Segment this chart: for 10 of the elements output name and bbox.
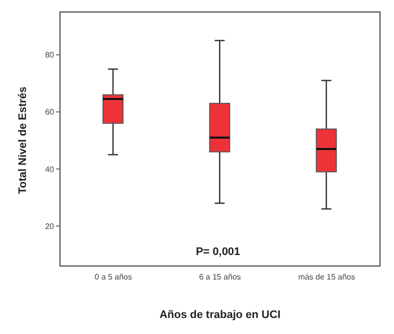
x-tick-label: 6 a 15 años <box>199 272 241 282</box>
x-tick-label: 0 a 5 años <box>94 272 132 282</box>
y-axis-title: Total Nivel de Estrés <box>16 86 29 194</box>
y-tick-label: 80 <box>45 50 55 60</box>
x-tick-label: más de 15 años <box>298 272 356 282</box>
y-tick-label: 60 <box>45 108 55 117</box>
x-axis-title: Años de trabajo en UCI <box>159 309 281 321</box>
annotation: P= 0,001 <box>194 246 242 258</box>
y-tick-label: 20 <box>45 222 55 231</box>
y-tick-label: 40 <box>45 164 55 174</box>
